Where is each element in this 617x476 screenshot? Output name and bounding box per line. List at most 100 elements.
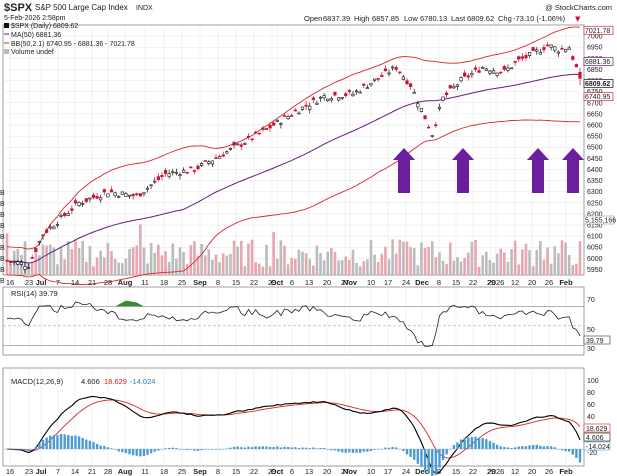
date-label-bottom: 8 [437, 467, 441, 476]
date-label-bottom: 2026 [488, 467, 505, 476]
volume-bar [185, 264, 189, 275]
candle-body [117, 195, 121, 198]
candle-body [513, 61, 517, 63]
macd-histogram-bar [434, 449, 438, 475]
macd-signal-line [6, 399, 581, 459]
volume-bar [121, 263, 124, 275]
candle-body [315, 102, 319, 105]
macd-histogram-bar [5, 449, 9, 450]
candle-body [124, 193, 128, 197]
volume-tick-label: B [0, 245, 5, 252]
macd-histogram-bar [495, 444, 499, 450]
macd-axis-80: 80 [587, 390, 595, 397]
volume-bar [203, 255, 207, 275]
candle-body [246, 135, 251, 138]
candle-body [45, 229, 49, 233]
legend-swatch-volume [4, 49, 9, 54]
volume-bar [340, 260, 344, 275]
candle-body [473, 67, 478, 70]
volume-bar [528, 250, 531, 275]
volume-bar [337, 260, 340, 275]
candle-body [445, 92, 449, 96]
macd-histogram-bar [297, 447, 301, 450]
candle-body [495, 72, 499, 76]
candle-body [81, 202, 85, 205]
macd-histogram-bar [499, 446, 502, 450]
candle-body [41, 234, 45, 237]
macd-histogram-bar [49, 435, 52, 450]
candle-body [102, 189, 106, 193]
macd-histogram-bar [470, 437, 474, 450]
macd-histogram-bar [301, 447, 304, 450]
candle-body [409, 83, 413, 88]
date-label-bottom: 27 [341, 467, 349, 476]
macd-histogram-bar [438, 449, 441, 468]
candle-body [156, 176, 160, 181]
candle-body [459, 77, 463, 82]
date-label-top: 25 [178, 278, 186, 287]
macd-histogram-bar [139, 449, 142, 457]
candle-body [178, 174, 182, 176]
candle-body [34, 248, 38, 252]
date-label-bottom: Nov [343, 467, 358, 476]
volume-bar [254, 262, 257, 275]
candle-body [290, 115, 294, 117]
candle-body [250, 138, 254, 141]
volume-bar [221, 253, 225, 275]
macd-histogram-bar [117, 449, 120, 452]
volume-bar [200, 243, 203, 275]
candle-body [73, 200, 78, 204]
macd-axis-40: 40 [587, 414, 595, 421]
candle-body [218, 156, 222, 159]
candle-body [127, 194, 132, 197]
macd-histogram-bar [474, 436, 477, 450]
price-tick-label: 6150 [587, 223, 603, 230]
date-label-top: 17 [384, 278, 392, 287]
date-label-top: 12 [511, 278, 519, 287]
macd-histogram-bar [160, 449, 164, 450]
macd-histogram-bar [294, 447, 297, 450]
macd-axis-0: 0 [587, 438, 591, 445]
price-tag-text: 7021.78 [585, 28, 610, 35]
macd-histogram-bar [268, 446, 272, 450]
volume-bar [243, 266, 247, 275]
date-label-bottom: 13 [305, 467, 313, 476]
volume-bar [466, 252, 470, 275]
candle-body [358, 91, 362, 94]
macd-histogram-bar [416, 449, 420, 464]
volume-bar [373, 254, 376, 275]
chg-value: -73.10 (-1.06%) [513, 14, 566, 23]
volume-bar [553, 246, 557, 275]
macd-histogram-bar [477, 437, 481, 450]
candle-body [340, 97, 344, 99]
candle-body [138, 193, 142, 197]
candle-body [167, 173, 171, 177]
volume-bar [463, 257, 466, 275]
candle-body [470, 73, 474, 76]
macd-histogram-bar [467, 437, 470, 450]
date-label-top: 29 [268, 278, 276, 287]
volume-bar [207, 249, 211, 275]
macd-histogram-bar [427, 449, 430, 474]
volume-bar [229, 253, 232, 275]
macd-histogram-bar [16, 449, 20, 450]
volume-bar [430, 241, 434, 275]
macd-histogram-bar [171, 447, 174, 450]
volume-bar [261, 266, 265, 275]
candle-body [48, 226, 52, 229]
macd-histogram-bar [441, 449, 445, 461]
volume-bar [99, 250, 102, 275]
date-label-top: 16 [6, 278, 14, 287]
date-label-top: 26 [545, 278, 553, 287]
macd-line-tag-text: 4.606 [586, 435, 604, 442]
macd-histogram-bar [254, 446, 257, 450]
volume-bar [412, 248, 416, 275]
volume-bar [524, 243, 528, 275]
volume-tick-label: B [0, 256, 5, 263]
macd-histogram-bar [524, 446, 528, 450]
candle-body [308, 105, 312, 110]
volume-bar [452, 260, 456, 275]
date-label-bottom: 24 [402, 467, 410, 476]
chg-label: Chg [498, 14, 512, 23]
volume-bar [416, 265, 420, 275]
